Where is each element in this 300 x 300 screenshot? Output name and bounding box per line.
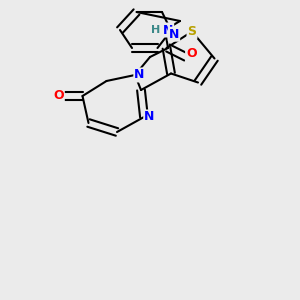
Text: O: O — [53, 89, 64, 103]
Text: O: O — [186, 47, 197, 61]
Text: N: N — [144, 110, 154, 124]
Text: S: S — [188, 25, 196, 38]
Text: N: N — [163, 23, 173, 37]
Text: N: N — [134, 68, 145, 82]
Text: N: N — [169, 28, 179, 41]
Text: H: H — [151, 25, 160, 35]
